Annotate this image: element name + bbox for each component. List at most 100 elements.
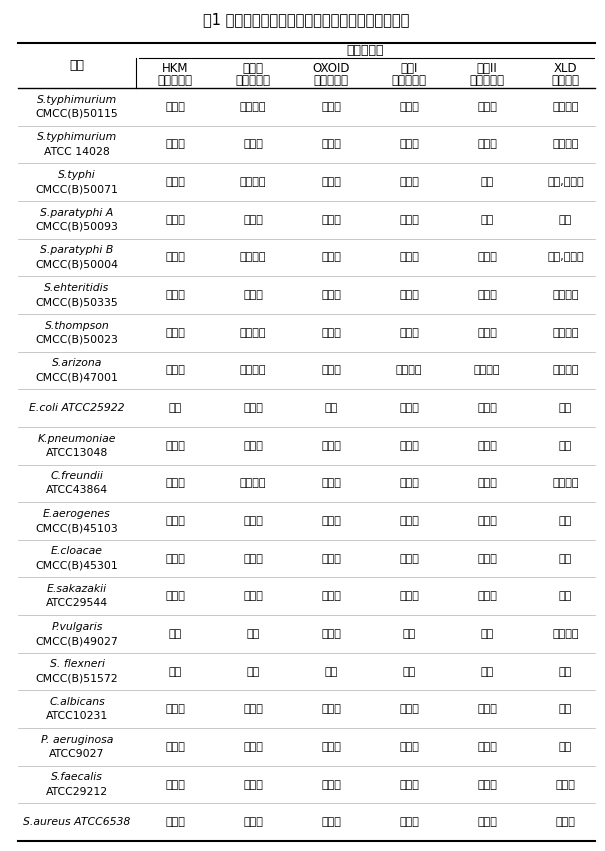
Text: ATCC13048: ATCC13048 [46, 448, 108, 458]
Text: 紫红色: 紫红色 [165, 102, 185, 111]
Text: 紫红色: 紫红色 [477, 705, 497, 714]
Text: 红色,有黑心: 红色,有黑心 [547, 177, 584, 187]
Text: E.sakazakii: E.sakazakii [47, 584, 107, 594]
Text: 蓝绿色: 蓝绿色 [399, 441, 419, 451]
Text: 受抑制: 受抑制 [321, 177, 341, 187]
Text: 淡紫红色: 淡紫红色 [240, 177, 266, 187]
Text: 紫红色: 紫红色 [399, 516, 419, 526]
Text: 无色: 无色 [168, 403, 182, 413]
Text: E.aerogenes: E.aerogenes [43, 509, 111, 519]
Text: 紫罗兰色: 紫罗兰色 [474, 365, 500, 375]
Text: 黑色菌落: 黑色菌落 [552, 140, 579, 150]
Text: 蓝绿色: 蓝绿色 [477, 403, 497, 413]
Text: 紫红色: 紫红色 [243, 516, 263, 526]
Text: CMCC(B)50071: CMCC(B)50071 [36, 185, 119, 194]
Text: OXOID: OXOID [312, 61, 350, 75]
Text: 蓝绿色: 蓝绿色 [321, 516, 341, 526]
Text: 受抑制: 受抑制 [477, 742, 497, 752]
Text: S. flexneri: S. flexneri [50, 660, 105, 670]
Text: 紫红色: 紫红色 [321, 253, 341, 262]
Text: 受抑制: 受抑制 [321, 591, 341, 602]
Text: C.freundii: C.freundii [51, 471, 103, 481]
Text: 受抑制: 受抑制 [477, 817, 497, 827]
Text: 红色,有黑心: 红色,有黑心 [547, 253, 584, 262]
Text: 蓝绿色: 蓝绿色 [165, 591, 185, 602]
Text: 黑色菌落: 黑色菌落 [552, 365, 579, 375]
Text: 黄色: 黄色 [559, 516, 572, 526]
Text: 紫红色: 紫红色 [399, 177, 419, 187]
Text: 无色: 无色 [402, 666, 416, 677]
Text: 紫红色: 紫红色 [477, 591, 497, 602]
Text: 紫红色: 紫红色 [399, 102, 419, 111]
Text: 蓝绿色: 蓝绿色 [243, 591, 263, 602]
Text: 受抑制: 受抑制 [321, 742, 341, 752]
Text: 紫红色: 紫红色 [321, 290, 341, 300]
Text: S.paratyphi B: S.paratyphi B [41, 245, 114, 255]
Text: 蓝绿色: 蓝绿色 [321, 478, 341, 488]
Text: 蓝绿色: 蓝绿色 [243, 554, 263, 563]
Text: 蓝绿色: 蓝绿色 [477, 478, 497, 488]
Text: 紫红色: 紫红色 [477, 102, 497, 111]
Text: 紫红色: 紫红色 [165, 253, 185, 262]
Text: 表1 多种显色培养基及传统培养基特异性的检测效果: 表1 多种显色培养基及传统培养基特异性的检测效果 [203, 13, 410, 27]
Text: 无色: 无色 [559, 742, 572, 752]
Text: 无色: 无色 [480, 666, 494, 677]
Text: 无色: 无色 [168, 629, 182, 639]
Text: 无色: 无色 [480, 629, 494, 639]
Text: S.ehteritidis: S.ehteritidis [44, 283, 110, 293]
Text: 无色: 无色 [324, 666, 338, 677]
Text: 黑色菌落: 黑色菌落 [552, 102, 579, 111]
Text: 红色: 红色 [559, 666, 572, 677]
Text: 蓝绿色: 蓝绿色 [477, 554, 497, 563]
Text: 紫红色: 紫红色 [321, 102, 341, 111]
Text: S.arizona: S.arizona [52, 358, 102, 368]
Text: ATCC29212: ATCC29212 [46, 786, 108, 797]
Text: 无色: 无色 [324, 403, 338, 413]
Text: ATCC9027: ATCC9027 [50, 749, 105, 759]
Text: 紫罗兰色: 紫罗兰色 [240, 102, 266, 111]
Text: 受抑制: 受抑制 [399, 817, 419, 827]
Text: 蓝绿色: 蓝绿色 [165, 478, 185, 488]
Text: CMCC(B)49027: CMCC(B)49027 [36, 636, 119, 646]
Text: 浅绿色: 浅绿色 [243, 742, 263, 752]
Text: S.typhimurium: S.typhimurium [37, 132, 117, 142]
Text: 紫红色: 紫红色 [399, 705, 419, 714]
Text: 紫罗兰色: 紫罗兰色 [240, 478, 266, 488]
Text: P.vulgaris: P.vulgaris [51, 622, 103, 631]
Text: 紫红色: 紫红色 [477, 328, 497, 338]
Text: 黑色菌落: 黑色菌落 [552, 478, 579, 488]
Text: 厂家I: 厂家I [401, 61, 417, 75]
Text: 受抑制: 受抑制 [555, 780, 575, 790]
Text: 淡紫红色: 淡紫红色 [240, 253, 266, 262]
Text: CMCC(B)45103: CMCC(B)45103 [36, 523, 119, 533]
Text: ATCC43864: ATCC43864 [46, 485, 108, 495]
Text: 受抑制: 受抑制 [165, 780, 185, 790]
Text: 紫红色: 紫红色 [399, 591, 419, 602]
Text: S.faecalis: S.faecalis [51, 773, 103, 782]
Text: 受抑制: 受抑制 [321, 629, 341, 639]
Text: 蓝绿色: 蓝绿色 [243, 403, 263, 413]
Text: 受抑制: 受抑制 [321, 214, 341, 225]
Text: 紫红色: 紫红色 [321, 365, 341, 375]
Text: ATCC29544: ATCC29544 [46, 598, 108, 608]
Text: 紫红色: 紫红色 [399, 214, 419, 225]
Text: 受抑制: 受抑制 [399, 780, 419, 790]
Text: 蓝绿色: 蓝绿色 [243, 441, 263, 451]
Text: 红色: 红色 [559, 214, 572, 225]
Text: 受抑制: 受抑制 [243, 780, 263, 790]
Text: 紫罗兰色: 紫罗兰色 [240, 365, 266, 375]
Text: CMCC(B)50004: CMCC(B)50004 [36, 260, 119, 270]
Text: P. aeruginosa: P. aeruginosa [41, 734, 113, 745]
Text: （红色）: （红色） [552, 73, 580, 87]
Text: 受抑制: 受抑制 [165, 817, 185, 827]
Text: 紫红色: 紫红色 [399, 140, 419, 150]
Text: 黑色菌落: 黑色菌落 [552, 328, 579, 338]
Text: 紫红色: 紫红色 [477, 290, 497, 300]
Text: 蓝绿色: 蓝绿色 [321, 441, 341, 451]
Text: 无色: 无色 [246, 666, 260, 677]
Text: S.typhi: S.typhi [58, 170, 96, 180]
Text: 无色: 无色 [168, 666, 182, 677]
Text: CMCC(B)50023: CMCC(B)50023 [36, 335, 119, 345]
Text: CMCC(B)50115: CMCC(B)50115 [36, 109, 119, 119]
Text: 紫红色: 紫红色 [321, 140, 341, 150]
